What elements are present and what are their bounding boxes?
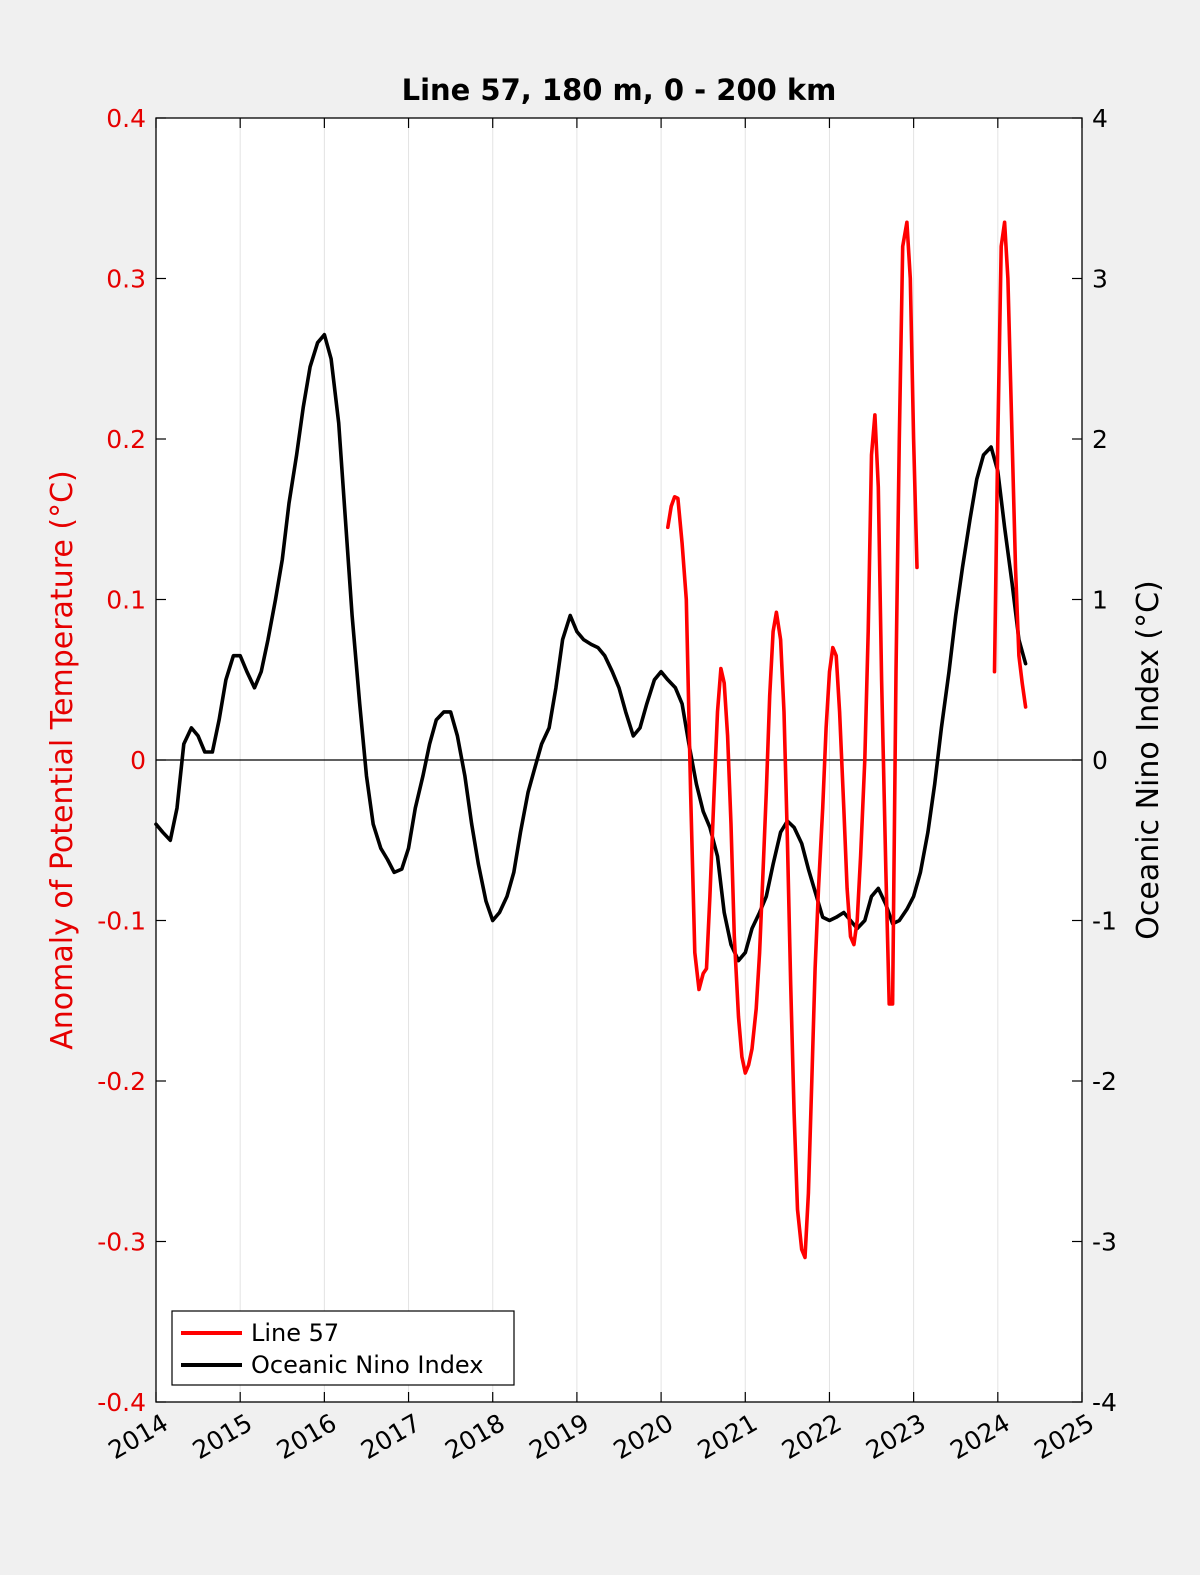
x-tick-label: 2025 <box>1029 1408 1099 1465</box>
y-left-tick-label: -0.3 <box>97 1228 146 1257</box>
y-right-tick-label: 0 <box>1092 746 1108 775</box>
y-right-tick-label: 4 <box>1092 104 1108 133</box>
legend-label-line-57: Line 57 <box>251 1319 339 1347</box>
y-left-tick-label: 0.2 <box>106 425 146 454</box>
y-right-tick-label: 3 <box>1092 265 1108 294</box>
y-right-tick-label: 2 <box>1092 425 1108 454</box>
left-y-axis-ticks: -0.4 -0.3 -0.2 -0.1 0 0.1 0.2 0.3 0.4 <box>97 104 166 1417</box>
x-tick-label: 2024 <box>945 1408 1015 1465</box>
right-y-axis-ticks: -4 -3 -2 -1 0 1 2 3 4 <box>1072 104 1117 1417</box>
x-tick-label: 2015 <box>188 1408 258 1465</box>
x-tick-label: 2016 <box>272 1408 342 1465</box>
y-left-tick-label: -0.4 <box>97 1388 146 1417</box>
series-oceanic-nino-index <box>154 332 1028 963</box>
y-left-tick-label: 0.1 <box>106 586 146 615</box>
x-tick-label: 2018 <box>440 1408 510 1465</box>
legend-box <box>171 1310 515 1386</box>
y-right-tick-label: -4 <box>1092 1388 1117 1417</box>
legend-label-oni: Oceanic Nino Index <box>251 1351 483 1379</box>
y-left-tick-label: -0.1 <box>97 907 146 936</box>
right-y-axis-label: Oceanic Nino Index (°C) <box>1131 580 1166 940</box>
y-right-tick-label: 1 <box>1092 586 1108 615</box>
y-right-tick-label: -2 <box>1092 1067 1117 1096</box>
y-right-tick-label: -1 <box>1092 907 1117 936</box>
left-y-axis-label: Anomaly of Potential Temperature (°C) <box>45 470 80 1049</box>
y-right-tick-label: -3 <box>1092 1228 1117 1257</box>
series-layer <box>154 220 1028 1260</box>
y-left-tick-label: 0 <box>130 746 146 775</box>
y-left-tick-label: -0.2 <box>97 1067 146 1096</box>
y-left-tick-label: 0.4 <box>106 104 146 133</box>
series-line-57 <box>666 220 1028 1260</box>
legend: Line 57 Oceanic Nino Index <box>171 1310 515 1386</box>
x-tick-label: 2017 <box>356 1408 426 1465</box>
chart-title: Line 57, 180 m, 0 - 200 km <box>402 73 837 107</box>
y-left-tick-label: 0.3 <box>106 265 146 294</box>
x-tick-label: 2019 <box>524 1408 594 1465</box>
x-tick-label: 2023 <box>861 1408 931 1465</box>
x-tick-label: 2020 <box>608 1408 678 1465</box>
x-tick-label: 2021 <box>693 1408 763 1465</box>
x-tick-label: 2022 <box>777 1408 847 1465</box>
